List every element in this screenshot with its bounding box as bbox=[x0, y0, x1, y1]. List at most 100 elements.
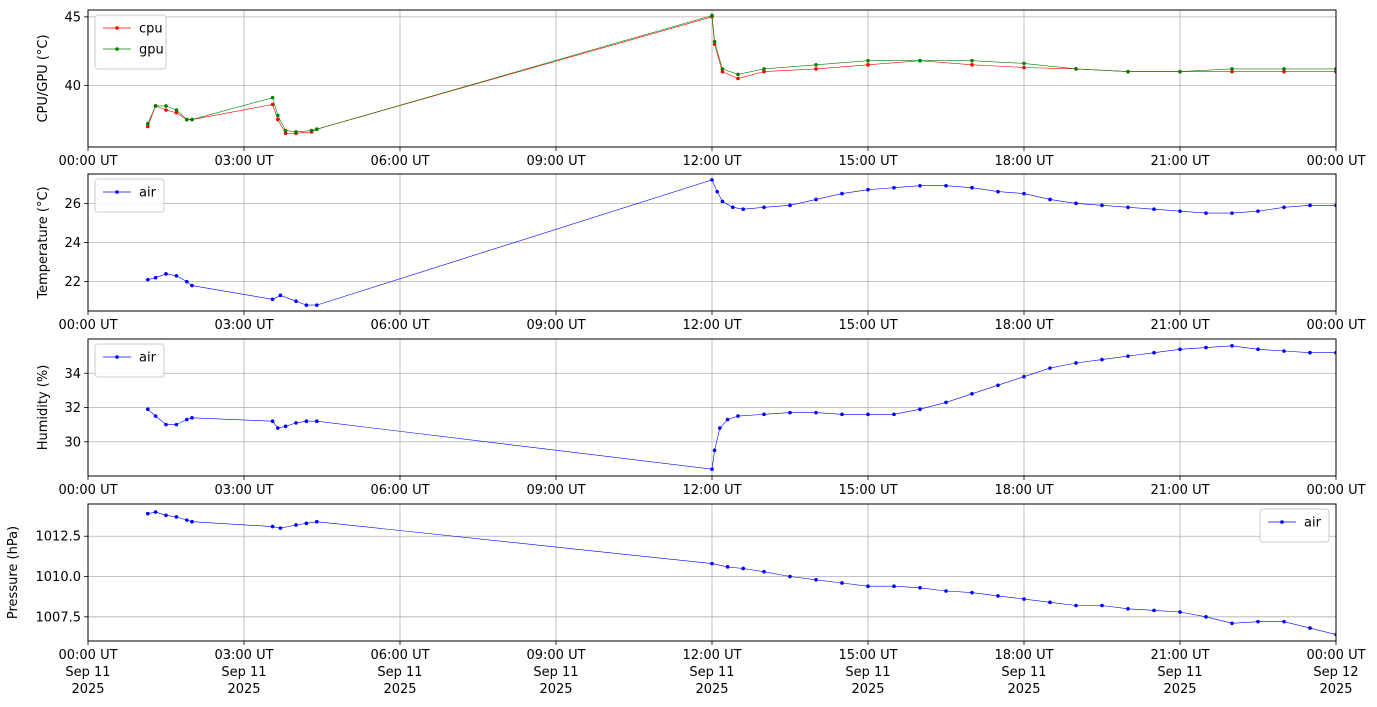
data-point bbox=[174, 108, 179, 112]
data-point bbox=[283, 424, 288, 429]
y-tick-label: 30 bbox=[64, 435, 81, 450]
data-point bbox=[146, 124, 150, 129]
y-axis-title: Pressure (hPa) bbox=[6, 526, 21, 619]
data-point bbox=[814, 197, 818, 202]
data-point bbox=[710, 13, 714, 18]
y-tick-label: 45 bbox=[64, 10, 81, 25]
series-air bbox=[146, 344, 1336, 471]
data-point bbox=[996, 189, 1000, 194]
data-point bbox=[725, 565, 730, 569]
data-point bbox=[710, 561, 714, 566]
data-point bbox=[1022, 191, 1026, 196]
data-point bbox=[814, 63, 818, 67]
data-point bbox=[1282, 205, 1286, 210]
data-point bbox=[164, 104, 168, 108]
data-point bbox=[1308, 350, 1312, 355]
data-point bbox=[1048, 366, 1052, 370]
data-point bbox=[970, 185, 974, 190]
series-air bbox=[146, 510, 1336, 637]
x-tick-year-label: 2025 bbox=[383, 682, 416, 697]
x-tick-label: 06:00 UT bbox=[370, 318, 429, 333]
data-point bbox=[270, 297, 275, 302]
data-point bbox=[892, 185, 896, 190]
data-point bbox=[1256, 347, 1260, 352]
x-tick-label: 09:00 UT bbox=[526, 483, 585, 498]
series-line-gpu bbox=[147, 15, 1336, 133]
data-point bbox=[788, 410, 792, 415]
data-point bbox=[741, 207, 745, 212]
data-point bbox=[710, 178, 714, 182]
data-point bbox=[153, 414, 158, 418]
legend-swatch-marker bbox=[115, 26, 119, 30]
data-point bbox=[918, 586, 922, 590]
data-point bbox=[1204, 211, 1208, 215]
data-point bbox=[762, 67, 766, 71]
data-point bbox=[270, 419, 275, 424]
data-point bbox=[1308, 203, 1312, 208]
data-point bbox=[1308, 626, 1312, 630]
data-point bbox=[1048, 600, 1052, 605]
data-point bbox=[278, 526, 283, 530]
data-point bbox=[315, 419, 319, 424]
data-point bbox=[315, 127, 319, 131]
data-point bbox=[1100, 203, 1104, 208]
legend-box bbox=[1259, 508, 1330, 543]
chart-panel-1: 00:00 UT 03:00 UT 06:00 UT 09:00 UT 12:00 UT… bbox=[36, 9, 1366, 169]
legend-box bbox=[94, 178, 165, 213]
y-tick-label: 26 bbox=[64, 197, 81, 212]
data-point bbox=[294, 130, 298, 134]
x-tick-date-label: Sep 11 bbox=[65, 665, 110, 680]
x-tick-label: 21:00 UT bbox=[1150, 154, 1209, 169]
x-tick-year-label: 2025 bbox=[851, 682, 884, 697]
data-point bbox=[788, 203, 792, 208]
legend-label: cpu bbox=[139, 22, 163, 37]
x-tick-label: 06:00 UT bbox=[370, 483, 429, 498]
data-point bbox=[840, 412, 844, 417]
x-tick-label: 00:00 UT bbox=[1306, 154, 1365, 169]
x-tick-date-label: Sep 12 bbox=[1313, 665, 1358, 680]
data-point bbox=[970, 392, 974, 396]
data-point bbox=[918, 58, 922, 63]
data-point bbox=[270, 102, 275, 107]
x-tick-label: 03:00 UT bbox=[214, 483, 273, 498]
data-point bbox=[788, 574, 792, 579]
data-point bbox=[185, 117, 189, 122]
x-tick-label: 21:00 UT bbox=[1150, 483, 1209, 498]
data-point bbox=[1282, 67, 1286, 71]
data-point bbox=[736, 76, 740, 81]
data-point bbox=[1022, 374, 1026, 379]
data-point bbox=[276, 117, 280, 122]
data-point bbox=[1282, 619, 1286, 624]
data-point bbox=[315, 303, 319, 307]
x-tick-label: 12:00 UT bbox=[682, 483, 741, 498]
data-point bbox=[164, 108, 168, 112]
data-point bbox=[814, 577, 818, 582]
data-point bbox=[1048, 197, 1052, 202]
data-point bbox=[736, 72, 740, 77]
data-point bbox=[1126, 69, 1130, 74]
y-tick-label: 24 bbox=[64, 236, 81, 251]
data-point bbox=[866, 584, 870, 588]
x-tick-label: 18:00 UT bbox=[994, 648, 1053, 663]
data-point bbox=[304, 419, 309, 424]
x-tick-label: 09:00 UT bbox=[526, 648, 585, 663]
data-point bbox=[712, 39, 717, 44]
data-point bbox=[1230, 211, 1234, 215]
legend-label: gpu bbox=[139, 43, 164, 58]
data-point bbox=[1282, 349, 1286, 353]
data-point bbox=[1178, 347, 1182, 352]
series-gpu bbox=[146, 13, 1336, 134]
x-tick-year-label: 2025 bbox=[71, 682, 104, 697]
data-point bbox=[715, 189, 719, 194]
data-point bbox=[1178, 69, 1182, 74]
data-point bbox=[270, 524, 275, 529]
data-point bbox=[1204, 615, 1208, 619]
x-tick-label: 15:00 UT bbox=[838, 318, 897, 333]
data-point bbox=[294, 421, 298, 425]
data-point bbox=[1022, 65, 1026, 70]
x-tick-date-label: Sep 11 bbox=[1001, 665, 1046, 680]
data-point bbox=[944, 400, 948, 405]
x-tick-label: 15:00 UT bbox=[838, 648, 897, 663]
data-point bbox=[731, 205, 735, 210]
x-tick-label: 00:00 UT bbox=[58, 154, 117, 169]
